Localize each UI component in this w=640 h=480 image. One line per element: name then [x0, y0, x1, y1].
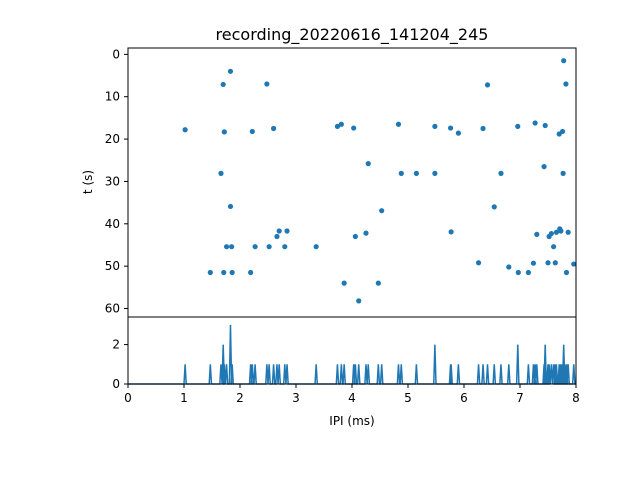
- scatter-y-tick-label-60: 60: [105, 302, 120, 316]
- histogram-x-tick-label-1: 1: [180, 391, 188, 405]
- scatter-point-31: [379, 208, 385, 214]
- histogram-line: [128, 324, 576, 385]
- histogram-x-tick-label-5: 5: [404, 391, 412, 405]
- scatter-point-45: [506, 264, 512, 270]
- scatter-point-53: [542, 122, 548, 129]
- scatter-point-40: [475, 260, 482, 266]
- scatter-point-25: [351, 125, 357, 131]
- scatter-point-64: [560, 170, 566, 176]
- scatter-point-16: [271, 125, 277, 132]
- scatter-point-27: [356, 298, 362, 304]
- scatter-point-58: [552, 260, 558, 266]
- scatter-point-34: [413, 170, 419, 176]
- scatter-point-51: [534, 231, 540, 237]
- scatter-point-35: [432, 123, 438, 129]
- histogram-x-tick-label-6: 6: [460, 391, 468, 405]
- scatter-point-62: [558, 228, 564, 234]
- scatter-point-57: [551, 244, 557, 250]
- scatter-point-66: [563, 81, 569, 87]
- scatter-point-30: [375, 280, 381, 286]
- histogram-y-tick-label-0: 0: [112, 377, 120, 391]
- scatter-point-42: [484, 82, 491, 88]
- scatter-point-29: [365, 161, 371, 167]
- scatter-point-67: [563, 269, 570, 276]
- scatter-point-13: [252, 244, 258, 250]
- scatter-point-44: [498, 170, 504, 176]
- scatter-point-32: [395, 121, 402, 127]
- scatter-point-4: [221, 269, 227, 276]
- scatter-point-46: [515, 123, 521, 129]
- scatter-y-ticks: 0 10 20 30 40 50 60: [105, 47, 128, 316]
- scatter-point-12: [249, 128, 255, 135]
- scatter-y-tick-label-20: 20: [105, 132, 120, 146]
- scatter-point-21: [313, 244, 319, 250]
- scatter-point-65: [561, 58, 567, 64]
- scatter-point-63: [559, 128, 566, 135]
- scatter-point-11: [248, 269, 254, 276]
- scatter-point-36: [432, 170, 438, 176]
- scatter-point-2: [218, 170, 224, 176]
- histogram-x-ticks: 0 1 2 3 4 5 6 7 8: [124, 384, 580, 405]
- scatter-point-19: [282, 244, 288, 250]
- scatter-point-59: [553, 229, 560, 235]
- scatter-point-7: [227, 68, 234, 74]
- scatter-point-38: [448, 229, 454, 235]
- histogram-y-tick-label-2: 2: [112, 338, 120, 352]
- scatter-y-tick-label-0: 0: [112, 47, 120, 61]
- scatter-point-43: [491, 204, 497, 210]
- scatter-point-69: [571, 261, 577, 267]
- scatter-point-24: [341, 280, 347, 286]
- scatter-point-8: [227, 203, 234, 210]
- histogram-y-ticks: 02: [112, 338, 128, 391]
- scatter-points: [182, 58, 577, 304]
- scatter-point-0: [182, 127, 188, 133]
- scatter-y-tick-label-40: 40: [105, 217, 120, 231]
- scatter-point-56: [548, 230, 554, 237]
- scatter-point-48: [525, 269, 532, 276]
- scatter-point-20: [284, 228, 290, 234]
- scatter-point-52: [541, 164, 547, 170]
- histogram-axes-frame: [127, 316, 577, 385]
- histogram-x-tick-label-8: 8: [572, 391, 580, 405]
- scatter-point-37: [447, 125, 454, 131]
- scatter-point-9: [229, 244, 235, 250]
- scatter-panel: 0 10 20 30 40 50 60 t (s): [81, 47, 577, 318]
- scatter-point-5: [221, 129, 227, 135]
- scatter-point-41: [480, 125, 486, 132]
- scatter-point-28: [363, 230, 369, 236]
- scatter-point-22: [334, 123, 341, 129]
- scatter-point-23: [338, 121, 344, 127]
- histogram-x-tick-label-2: 2: [236, 391, 244, 405]
- histogram-x-tick-label-7: 7: [516, 391, 524, 405]
- scatter-y-tick-label-10: 10: [105, 90, 120, 104]
- scatter-point-33: [398, 170, 404, 176]
- scatter-point-15: [266, 244, 272, 250]
- scatter-point-10: [229, 269, 235, 276]
- scatter-point-39: [455, 130, 461, 136]
- scatter-point-50: [532, 120, 538, 126]
- histogram-x-axis-label: IPI (ms): [329, 414, 374, 428]
- scatter-point-17: [274, 233, 280, 240]
- histogram-x-tick-label-4: 4: [348, 391, 356, 405]
- scatter-point-14: [264, 81, 270, 87]
- histogram-x-tick-label-0: 0: [124, 391, 132, 405]
- chart-title: recording_20220616_141204_245: [216, 25, 489, 45]
- scatter-y-tick-label-30: 30: [105, 174, 120, 188]
- scatter-point-68: [565, 229, 571, 235]
- scatter-y-axis-label: t (s): [81, 170, 95, 194]
- scatter-y-tick-label-50: 50: [105, 259, 120, 273]
- histogram-x-tick-label-3: 3: [292, 391, 300, 405]
- scatter-point-26: [352, 233, 358, 240]
- scatter-point-54: [545, 260, 551, 266]
- scatter-point-6: [223, 244, 230, 250]
- scatter-point-49: [530, 260, 537, 266]
- scatter-point-47: [515, 269, 521, 276]
- scatter-point-18: [276, 228, 282, 234]
- scatter-point-3: [220, 81, 226, 88]
- scatter-point-1: [207, 269, 213, 276]
